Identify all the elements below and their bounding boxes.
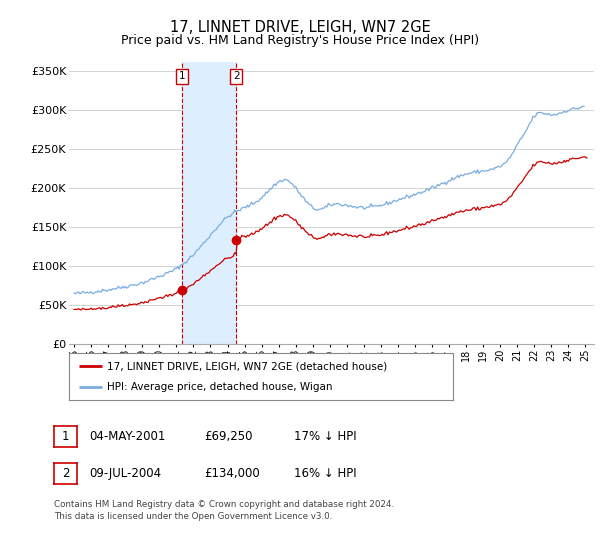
Text: 09-JUL-2004: 09-JUL-2004 [89,466,161,480]
Text: £69,250: £69,250 [204,430,253,444]
Text: HPI: Average price, detached house, Wigan: HPI: Average price, detached house, Wiga… [107,382,333,392]
Text: 04-MAY-2001: 04-MAY-2001 [89,430,165,444]
Text: 17, LINNET DRIVE, LEIGH, WN7 2GE (detached house): 17, LINNET DRIVE, LEIGH, WN7 2GE (detach… [107,361,388,371]
Text: Contains HM Land Registry data © Crown copyright and database right 2024.
This d: Contains HM Land Registry data © Crown c… [54,500,394,521]
Text: Price paid vs. HM Land Registry's House Price Index (HPI): Price paid vs. HM Land Registry's House … [121,34,479,46]
Text: 17, LINNET DRIVE, LEIGH, WN7 2GE: 17, LINNET DRIVE, LEIGH, WN7 2GE [170,20,430,35]
Bar [182,62,236,344]
Text: 2: 2 [62,466,69,480]
Text: 16% ↓ HPI: 16% ↓ HPI [294,466,356,480]
Text: £134,000: £134,000 [204,466,260,480]
Text: 1: 1 [179,72,185,82]
Text: 2: 2 [233,72,239,82]
Text: 1: 1 [62,430,69,444]
Text: 17% ↓ HPI: 17% ↓ HPI [294,430,356,444]
